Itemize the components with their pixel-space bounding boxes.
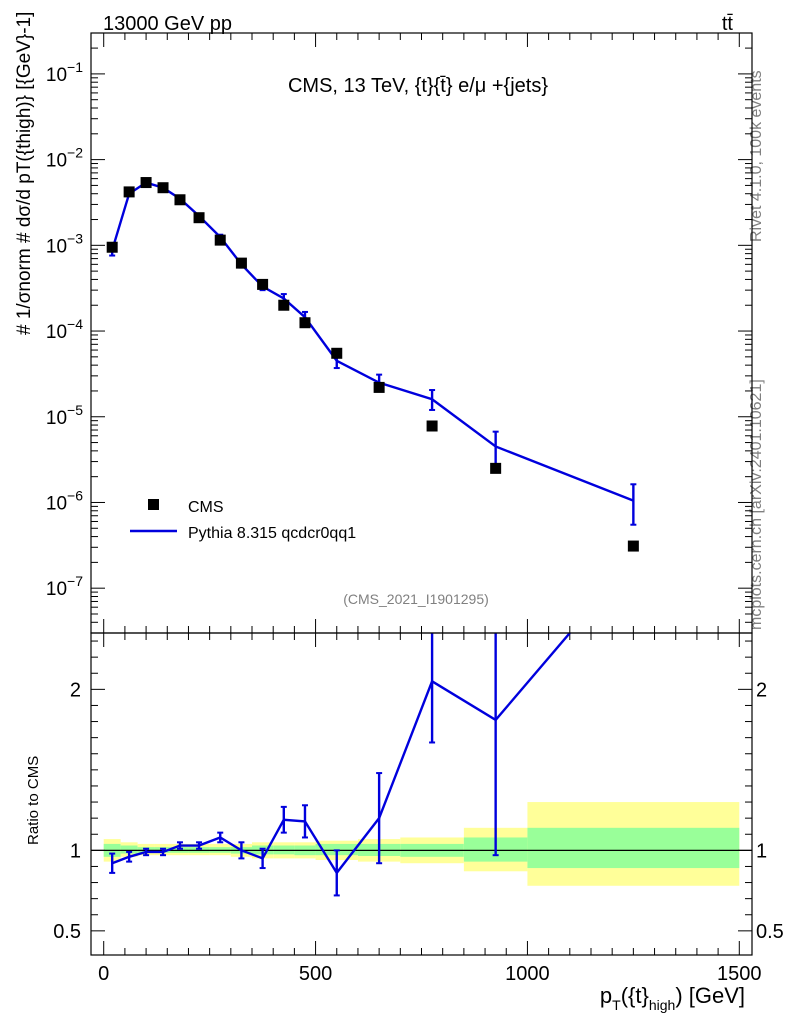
analysis-watermark: (CMS_2021_I1901295) bbox=[343, 591, 489, 607]
ratio-xtick-label: 500 bbox=[299, 963, 332, 985]
ratio-ytick-label-right: 2 bbox=[756, 679, 767, 701]
ratio-frame bbox=[90, 632, 753, 956]
pythia-line bbox=[111, 181, 634, 502]
ratio-ytick-label-left: 1 bbox=[70, 840, 81, 862]
cms-data-point bbox=[299, 317, 311, 329]
main-ytick-label: 10−6 bbox=[46, 487, 83, 514]
ratio-xtick-label: 1000 bbox=[505, 963, 550, 985]
ratio-xtick-label: 1500 bbox=[717, 963, 762, 985]
cms-data-point bbox=[490, 462, 502, 474]
main-ytick-label: 10−3 bbox=[46, 230, 83, 257]
main-ytick-label: 10−1 bbox=[46, 59, 83, 86]
main-ytick-label: 10−4 bbox=[46, 316, 83, 343]
cms-data-point bbox=[193, 212, 205, 224]
header-right-label: tt̄ bbox=[722, 13, 734, 35]
cms-data-point bbox=[278, 299, 290, 311]
header-left-label: 13000 GeV pp bbox=[103, 13, 232, 35]
x-axis-label: pT({t}high) [GeV] bbox=[600, 983, 745, 1013]
ratio-band-green bbox=[527, 827, 740, 869]
ratio-band-green bbox=[120, 845, 138, 854]
main-ytick-label: 10−2 bbox=[46, 145, 83, 172]
ratio-ytick-label-left: 2 bbox=[70, 679, 81, 701]
cms-data-point bbox=[331, 347, 343, 359]
cms-data-point bbox=[174, 194, 186, 206]
ratio-xtick-label: 0 bbox=[98, 963, 109, 985]
cms-data-point bbox=[140, 177, 152, 189]
ratio-ytick-label-right: 0.5 bbox=[756, 921, 784, 943]
cms-data-point bbox=[627, 540, 639, 552]
ratio-panel: 0 500 1000 1500 0.5 0.5 1 1 2 2 Ratio to CMS pT({… bbox=[25, 632, 784, 1013]
cms-data-point bbox=[373, 381, 385, 393]
cms-data-point bbox=[426, 420, 438, 432]
main-title: CMS, 13 TeV, {t}{t̄} e/μ +{jets} bbox=[288, 75, 548, 97]
ratio-ytick-label-right: 1 bbox=[756, 840, 767, 862]
cms-data-point bbox=[123, 186, 135, 198]
main-panel: 10−7 10−6 10−5 10−4 10−3 10−2 10−1 CMS, 13 TeV… bbox=[14, 12, 753, 634]
legend-cms-label: CMS bbox=[188, 499, 224, 516]
cms-data-point bbox=[157, 182, 169, 194]
ratio-ytick-label-left: 0.5 bbox=[53, 921, 81, 943]
cms-data-point bbox=[214, 234, 226, 246]
main-ytick-label: 10−7 bbox=[46, 573, 83, 600]
legend-cms-marker bbox=[148, 499, 159, 510]
rivet-label: Rivet 4.1.0, 100k events bbox=[748, 70, 765, 242]
main-ytick-label: 10−5 bbox=[46, 402, 83, 429]
ratio-pythia-line bbox=[111, 633, 571, 875]
ratio-ylabel: Ratio to CMS bbox=[25, 756, 42, 845]
legend-pythia-label: Pythia 8.315 qcdcr0qq1 bbox=[188, 525, 356, 542]
main-ylabel: # 1/σnorm # dσ/d pT({thigh)} [{GeV}-1] bbox=[14, 12, 35, 335]
cms-data-point bbox=[257, 278, 269, 290]
cms-data-point bbox=[106, 241, 118, 253]
cms-data-point bbox=[235, 257, 247, 269]
main-frame bbox=[90, 32, 753, 634]
legend: CMS Pythia 8.315 qcdcr0qq1 bbox=[130, 499, 356, 542]
